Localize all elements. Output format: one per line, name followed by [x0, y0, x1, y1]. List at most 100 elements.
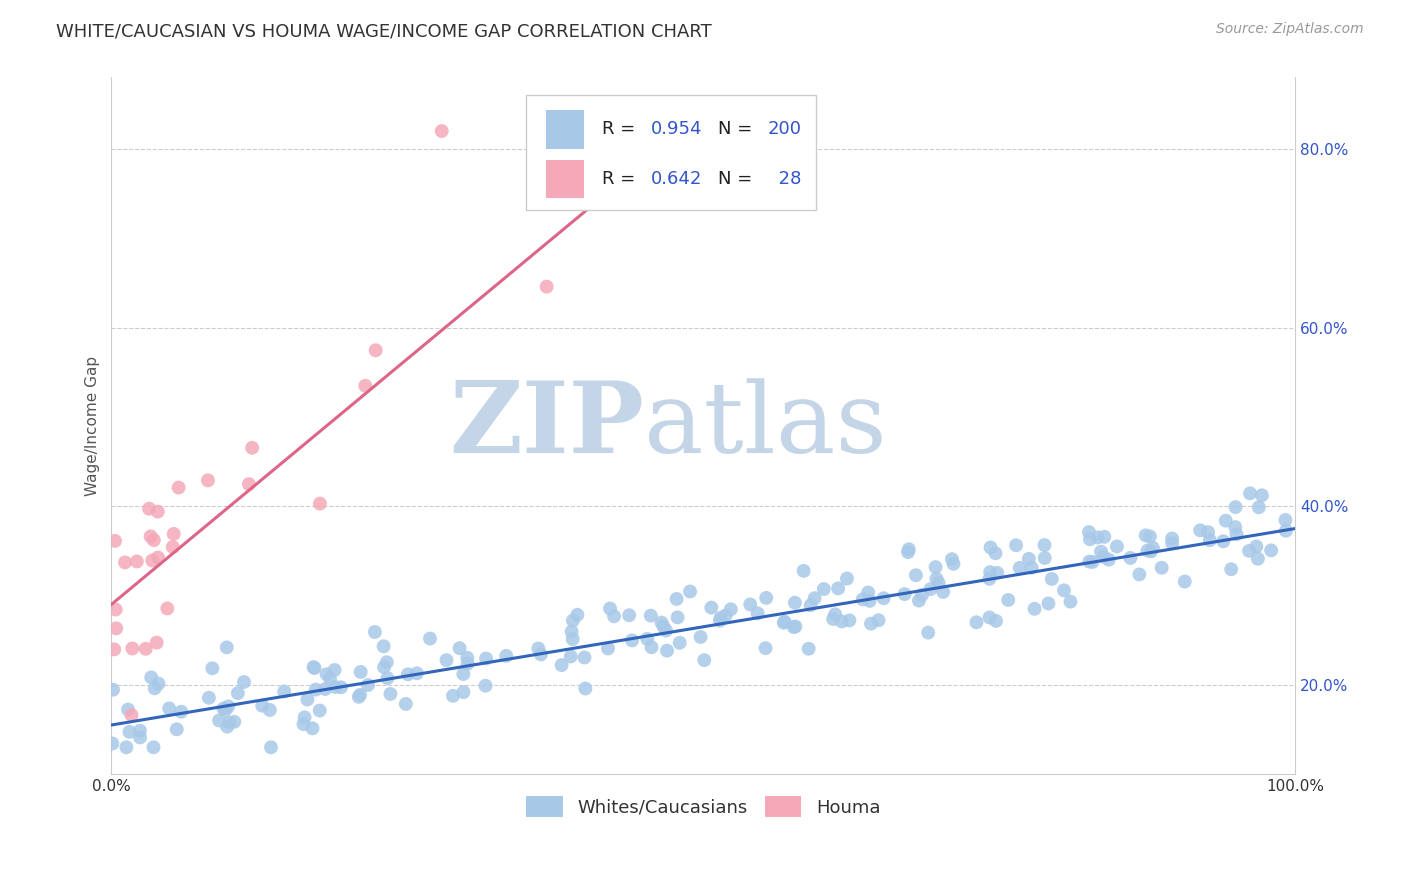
Point — [984, 614, 1007, 628]
Point — [238, 477, 260, 491]
Point — [856, 585, 879, 599]
Point — [1081, 555, 1104, 569]
Point — [226, 686, 249, 700]
Point — [215, 640, 238, 655]
Point — [640, 640, 662, 655]
Point — [105, 621, 128, 635]
Point — [1139, 529, 1161, 543]
Point — [1225, 500, 1247, 514]
Point — [710, 610, 733, 624]
Point — [347, 690, 370, 704]
Point — [1078, 555, 1101, 569]
Point — [536, 279, 558, 293]
Point — [868, 613, 890, 627]
Point — [700, 600, 723, 615]
Point — [354, 379, 377, 393]
Text: 0.954: 0.954 — [651, 120, 703, 138]
Point — [1215, 514, 1237, 528]
Point — [436, 653, 458, 667]
Point — [453, 685, 475, 699]
Point — [550, 658, 572, 673]
Point — [655, 624, 678, 638]
Point — [115, 740, 138, 755]
Point — [772, 615, 794, 630]
Point — [897, 545, 920, 559]
Text: Source: ZipAtlas.com: Source: ZipAtlas.com — [1216, 22, 1364, 37]
Point — [1197, 525, 1219, 540]
Point — [1059, 594, 1081, 608]
Point — [666, 610, 689, 624]
Point — [911, 588, 934, 602]
Point — [121, 708, 143, 723]
Point — [997, 593, 1019, 607]
Point — [1174, 574, 1197, 589]
Point — [1220, 562, 1243, 576]
Point — [170, 705, 193, 719]
Point — [1275, 524, 1298, 538]
Point — [1008, 561, 1031, 575]
Point — [1150, 561, 1173, 575]
Point — [747, 607, 769, 621]
Point — [212, 701, 235, 715]
Point — [495, 648, 517, 663]
Point — [599, 601, 621, 615]
Point — [292, 717, 315, 731]
Point — [1246, 540, 1268, 554]
Text: 0.642: 0.642 — [651, 169, 703, 188]
Point — [1092, 549, 1115, 564]
Point — [636, 632, 658, 646]
Point — [314, 681, 336, 696]
Text: 28: 28 — [768, 169, 801, 188]
Point — [1038, 597, 1060, 611]
Point — [904, 568, 927, 582]
Point — [357, 678, 380, 692]
Point — [302, 660, 325, 674]
Point — [1018, 552, 1040, 566]
Point — [141, 670, 163, 684]
Point — [364, 343, 387, 358]
Point — [146, 550, 169, 565]
Point — [1142, 541, 1164, 555]
Point — [1239, 486, 1261, 500]
Point — [224, 714, 246, 729]
Point — [323, 680, 346, 694]
Point — [655, 643, 678, 657]
Text: WHITE/CAUCASIAN VS HOUMA WAGE/INCOME GAP CORRELATION CHART: WHITE/CAUCASIAN VS HOUMA WAGE/INCOME GAP… — [56, 22, 711, 40]
Point — [984, 546, 1007, 560]
Point — [838, 614, 860, 628]
Point — [932, 585, 955, 599]
Point — [1024, 602, 1046, 616]
Point — [1078, 524, 1101, 539]
Point — [1260, 543, 1282, 558]
Point — [652, 619, 675, 633]
Point — [619, 608, 641, 623]
Point — [129, 723, 152, 738]
Point — [925, 572, 948, 586]
Point — [114, 556, 136, 570]
Point — [208, 714, 231, 728]
Point — [941, 552, 963, 566]
Point — [350, 665, 373, 679]
Point — [125, 554, 148, 568]
Point — [1140, 544, 1163, 558]
Point — [101, 736, 124, 750]
Point — [260, 740, 283, 755]
Point — [893, 587, 915, 601]
Point — [240, 441, 263, 455]
Point — [375, 655, 398, 669]
Point — [928, 576, 950, 591]
Point — [1021, 561, 1043, 575]
Point — [475, 651, 498, 665]
Legend: Whites/Caucasians, Houma: Whites/Caucasians, Houma — [519, 789, 887, 824]
Text: atlas: atlas — [644, 378, 887, 474]
Point — [139, 529, 162, 543]
Point — [1198, 533, 1220, 548]
Point — [143, 681, 166, 696]
Point — [1212, 534, 1234, 549]
Point — [145, 635, 167, 649]
Point — [908, 593, 931, 607]
Point — [273, 684, 295, 698]
Point — [1033, 538, 1056, 552]
Point — [201, 661, 224, 675]
Point — [304, 661, 326, 675]
